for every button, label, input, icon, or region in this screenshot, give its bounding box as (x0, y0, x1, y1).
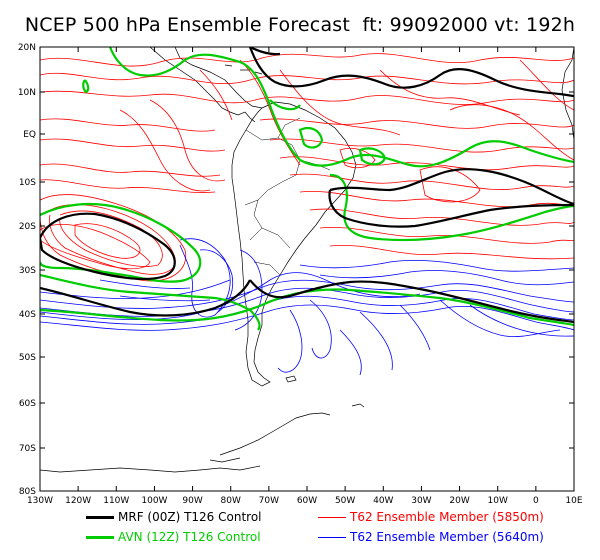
legend-mrf-label: MRF (00Z) T126 Control (118, 510, 262, 524)
legend-ens-5850-label: T62 Ensemble Member (5850m) (350, 510, 544, 524)
legend-ens-5640: T62 Ensemble Member (5640m) (318, 530, 544, 544)
lat-label: 80S (19, 487, 36, 497)
legend-ens-5850: T62 Ensemble Member (5850m) (318, 510, 544, 524)
coast-caribbean-islands (224, 64, 263, 75)
lon-label: 40W (373, 496, 393, 506)
legend-avn-label: AVN (12Z) T126 Control (118, 530, 261, 544)
lon-label: 120W (65, 496, 91, 506)
lon-label: 80W (221, 496, 241, 506)
lat-label: 30S (19, 266, 36, 276)
coast-africa (561, 47, 574, 141)
plot-frame (39, 46, 575, 492)
coast-antarctica (40, 465, 261, 473)
map-plot-area (40, 47, 574, 473)
lat-label: 20S (19, 222, 36, 232)
ensemble-5850-contours (40, 53, 574, 282)
borders (244, 117, 331, 276)
lon-label: 90W (182, 496, 202, 506)
legend-ens-5850-swatch (318, 517, 346, 518)
legend-avn: AVN (12Z) T126 Control (86, 530, 261, 544)
lon-label: 130W (27, 496, 53, 506)
legend-mrf-swatch (86, 516, 114, 519)
coast-antarctic-peninsula (209, 412, 331, 463)
coast-central-america (149, 47, 256, 123)
coast-falklands (285, 375, 297, 383)
lon-label: 110W (103, 496, 129, 506)
lat-label: 10S (19, 178, 36, 188)
lat-label: 10N (18, 88, 36, 98)
lon-label: 50W (335, 496, 355, 506)
lon-label: 10W (488, 496, 508, 506)
mrf-control-contours (40, 47, 574, 324)
lon-label: 0 (533, 496, 539, 506)
lat-label: EQ (23, 130, 36, 140)
legend-ens-5640-swatch (318, 537, 346, 538)
legend-ens-5640-label: T62 Ensemble Member (5640m) (350, 530, 544, 544)
legend-avn-swatch (86, 536, 114, 539)
lat-label: 40S (19, 310, 36, 320)
lon-label: 70W (259, 496, 279, 506)
coastlines (40, 47, 574, 473)
forecast-time: ft: 99092000 vt: 192h (362, 14, 576, 36)
lon-label: 20W (449, 496, 469, 506)
avn-control-contours (40, 47, 574, 331)
lat-label: 60S (19, 399, 36, 409)
lon-label: 10E (565, 496, 582, 506)
lat-label: 20N (18, 43, 36, 53)
lon-label: 60W (297, 496, 317, 506)
title-text: NCEP 500 hPa Ensemble Forecast (24, 14, 351, 36)
lat-label: 70S (19, 444, 36, 454)
lon-label: 100W (141, 496, 167, 506)
lon-label: 30W (411, 496, 431, 506)
coast-south-america (231, 101, 357, 387)
map-title: NCEP 500 hPa Ensemble Forecast ft: 99092… (0, 14, 600, 36)
coast-south-georgia (351, 403, 365, 408)
lat-label: 50S (19, 353, 36, 363)
legend-mrf: MRF (00Z) T126 Control (86, 510, 262, 524)
